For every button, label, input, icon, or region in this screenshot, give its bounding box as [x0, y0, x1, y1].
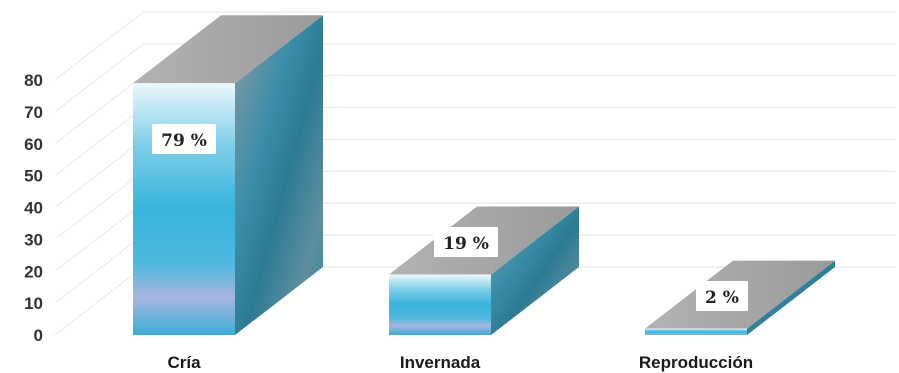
bar-0: [133, 15, 323, 335]
grid-diagonal: [54, 170, 144, 240]
data-label-text: 79 %: [161, 131, 207, 151]
data-labels: 79 % 19 % 2 %: [152, 124, 748, 311]
grid-diagonal: [54, 107, 144, 177]
data-label: 79 %: [152, 124, 216, 154]
y-tick-label: 60: [24, 135, 43, 154]
bar-1: [389, 206, 579, 335]
bar-front-face: [645, 328, 747, 335]
grid-diagonal: [54, 11, 144, 81]
data-label-text: 19 %: [443, 234, 489, 254]
grid-diagonal: [54, 266, 144, 336]
y-tick-label: 80: [24, 71, 43, 90]
category-labels: Cría Invernada Reproducción: [167, 353, 753, 372]
data-label-box: [434, 227, 498, 257]
grid-diagonal: [54, 234, 144, 304]
y-tick-label: 0: [34, 326, 43, 345]
data-label-text: 2 %: [705, 288, 739, 308]
y-tick-label: 10: [24, 294, 43, 313]
category-label: Reproducción: [639, 353, 753, 372]
data-label-box: [152, 124, 216, 154]
y-axis-ticks: 0 10 20 30 40 50 60 70 80: [24, 71, 43, 345]
category-label: Cría: [167, 353, 201, 372]
y-tick-label: 50: [24, 167, 43, 186]
bar-side-face: [747, 260, 835, 335]
y-tick-label: 30: [24, 230, 43, 249]
grid-diagonal: [54, 139, 144, 208]
data-label: 2 %: [696, 281, 748, 311]
bar-front-face: [133, 83, 235, 335]
bar-side-face: [491, 206, 579, 335]
bar-top-face: [133, 15, 323, 84]
category-label: Invernada: [400, 353, 481, 372]
y-tick-label: 40: [24, 199, 43, 218]
grid-diagonal: [54, 43, 144, 113]
grid-diagonal: [54, 202, 144, 272]
bar-side-face: [235, 15, 323, 335]
grid-diagonal: [54, 75, 144, 145]
data-label: 19 %: [434, 227, 498, 257]
bar-front-face: [389, 274, 491, 335]
data-label-box: [696, 281, 748, 311]
y-tick-label: 70: [24, 103, 43, 122]
y-tick-label: 20: [24, 262, 43, 281]
